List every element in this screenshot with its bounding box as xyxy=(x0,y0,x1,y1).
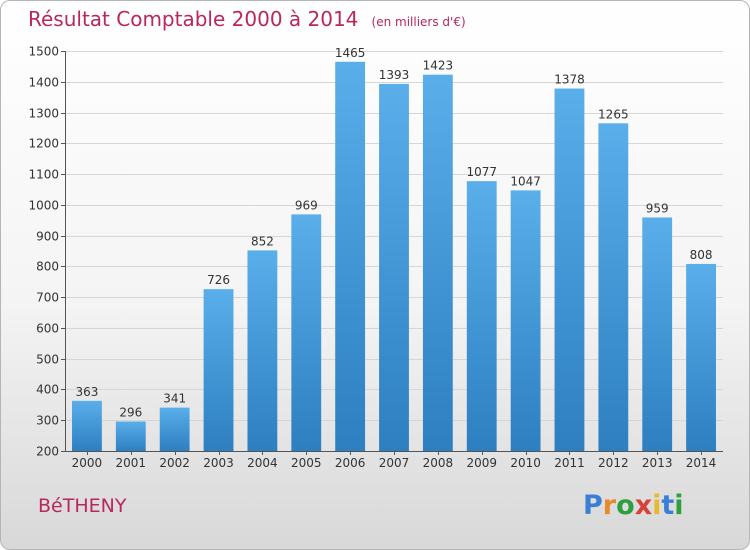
bar xyxy=(247,250,278,451)
x-tick-label: 2007 xyxy=(379,456,410,470)
bar-value-label: 808 xyxy=(690,248,713,262)
bar xyxy=(291,214,322,451)
x-tick-label: 2004 xyxy=(247,456,278,470)
bar-value-label: 959 xyxy=(646,201,669,215)
bar-layer: 363 296 341 726 852 969 1465 1393 1423 1077 1047 13… xyxy=(72,46,716,452)
bar xyxy=(686,263,716,451)
bar-value-label: 852 xyxy=(251,234,274,248)
logo-letter: o xyxy=(616,490,635,521)
logo-letter: i xyxy=(652,490,662,521)
logo-letter: t xyxy=(661,490,675,521)
bar xyxy=(510,190,541,451)
y-tick-label: 1200 xyxy=(28,137,59,151)
bar xyxy=(422,74,453,451)
y-tick-label: 300 xyxy=(36,414,59,428)
x-tick-label: 2002 xyxy=(159,456,190,470)
y-tick-label: 400 xyxy=(36,383,59,397)
y-tick-label: 1500 xyxy=(28,45,59,59)
bar-value-label: 296 xyxy=(119,405,142,419)
bar-value-label: 1393 xyxy=(379,68,410,82)
x-tick-label: 2006 xyxy=(335,456,366,470)
x-tick-label: 2000 xyxy=(72,456,103,470)
bar-value-label: 363 xyxy=(75,385,98,399)
bar xyxy=(159,407,190,451)
bar-value-label: 1077 xyxy=(466,165,497,179)
bar-value-label: 1265 xyxy=(598,107,629,121)
bar-value-label: 969 xyxy=(295,198,318,212)
y-tick-label: 1100 xyxy=(28,168,59,182)
x-tick-label: 2013 xyxy=(642,456,673,470)
bar xyxy=(335,61,366,452)
logo-letter: r xyxy=(602,490,617,521)
y-tick-label: 800 xyxy=(36,260,59,274)
title-row: Résultat Comptable 2000 à 2014 (en milli… xyxy=(28,7,466,31)
bar xyxy=(598,123,629,452)
x-tick-label: 2001 xyxy=(116,456,147,470)
y-tick-label: 1400 xyxy=(28,76,59,90)
bar xyxy=(466,181,497,451)
logo-letter: P xyxy=(583,490,603,521)
x-tick-label: 2010 xyxy=(510,456,541,470)
town-name: BéTHENY xyxy=(38,495,127,517)
y-tick-label: 1000 xyxy=(28,199,59,213)
bar-value-label: 726 xyxy=(207,273,230,287)
logo-letter: i xyxy=(674,490,684,521)
bar xyxy=(642,217,673,451)
bar xyxy=(379,83,409,451)
x-tick-label: 2014 xyxy=(686,456,717,470)
bar-value-label: 1047 xyxy=(510,174,541,188)
y-tick-label: 900 xyxy=(36,230,59,244)
bar-value-label: 1465 xyxy=(335,46,366,60)
bar xyxy=(554,88,585,452)
y-tick-label: 500 xyxy=(36,353,59,367)
x-tick-label: 2005 xyxy=(291,456,322,470)
x-tick-label: 2009 xyxy=(466,456,497,470)
axis-layer: 200 300 400 500 600 700 800 900 1000 1100 1200 1300… xyxy=(28,45,723,470)
x-tick-label: 2011 xyxy=(554,456,585,470)
logo-letter: x xyxy=(634,490,653,521)
proxiti-logo: Proxiti xyxy=(583,490,684,521)
x-tick-label: 2003 xyxy=(203,456,234,470)
bar-value-label: 1378 xyxy=(554,73,585,87)
bar xyxy=(203,289,234,451)
bar xyxy=(115,421,146,451)
bar-value-label: 1423 xyxy=(423,59,454,73)
bar xyxy=(72,400,102,451)
x-tick-label: 2008 xyxy=(423,456,454,470)
y-tick-label: 200 xyxy=(36,445,59,459)
y-tick-label: 1300 xyxy=(28,107,59,121)
y-tick-label: 600 xyxy=(36,322,59,336)
x-tick-label: 2012 xyxy=(598,456,629,470)
chart-title: Résultat Comptable 2000 à 2014 xyxy=(28,7,359,31)
y-tick-label: 700 xyxy=(36,291,59,305)
chart-subtitle: (en milliers d'€) xyxy=(371,15,466,29)
bar-value-label: 341 xyxy=(163,392,186,406)
